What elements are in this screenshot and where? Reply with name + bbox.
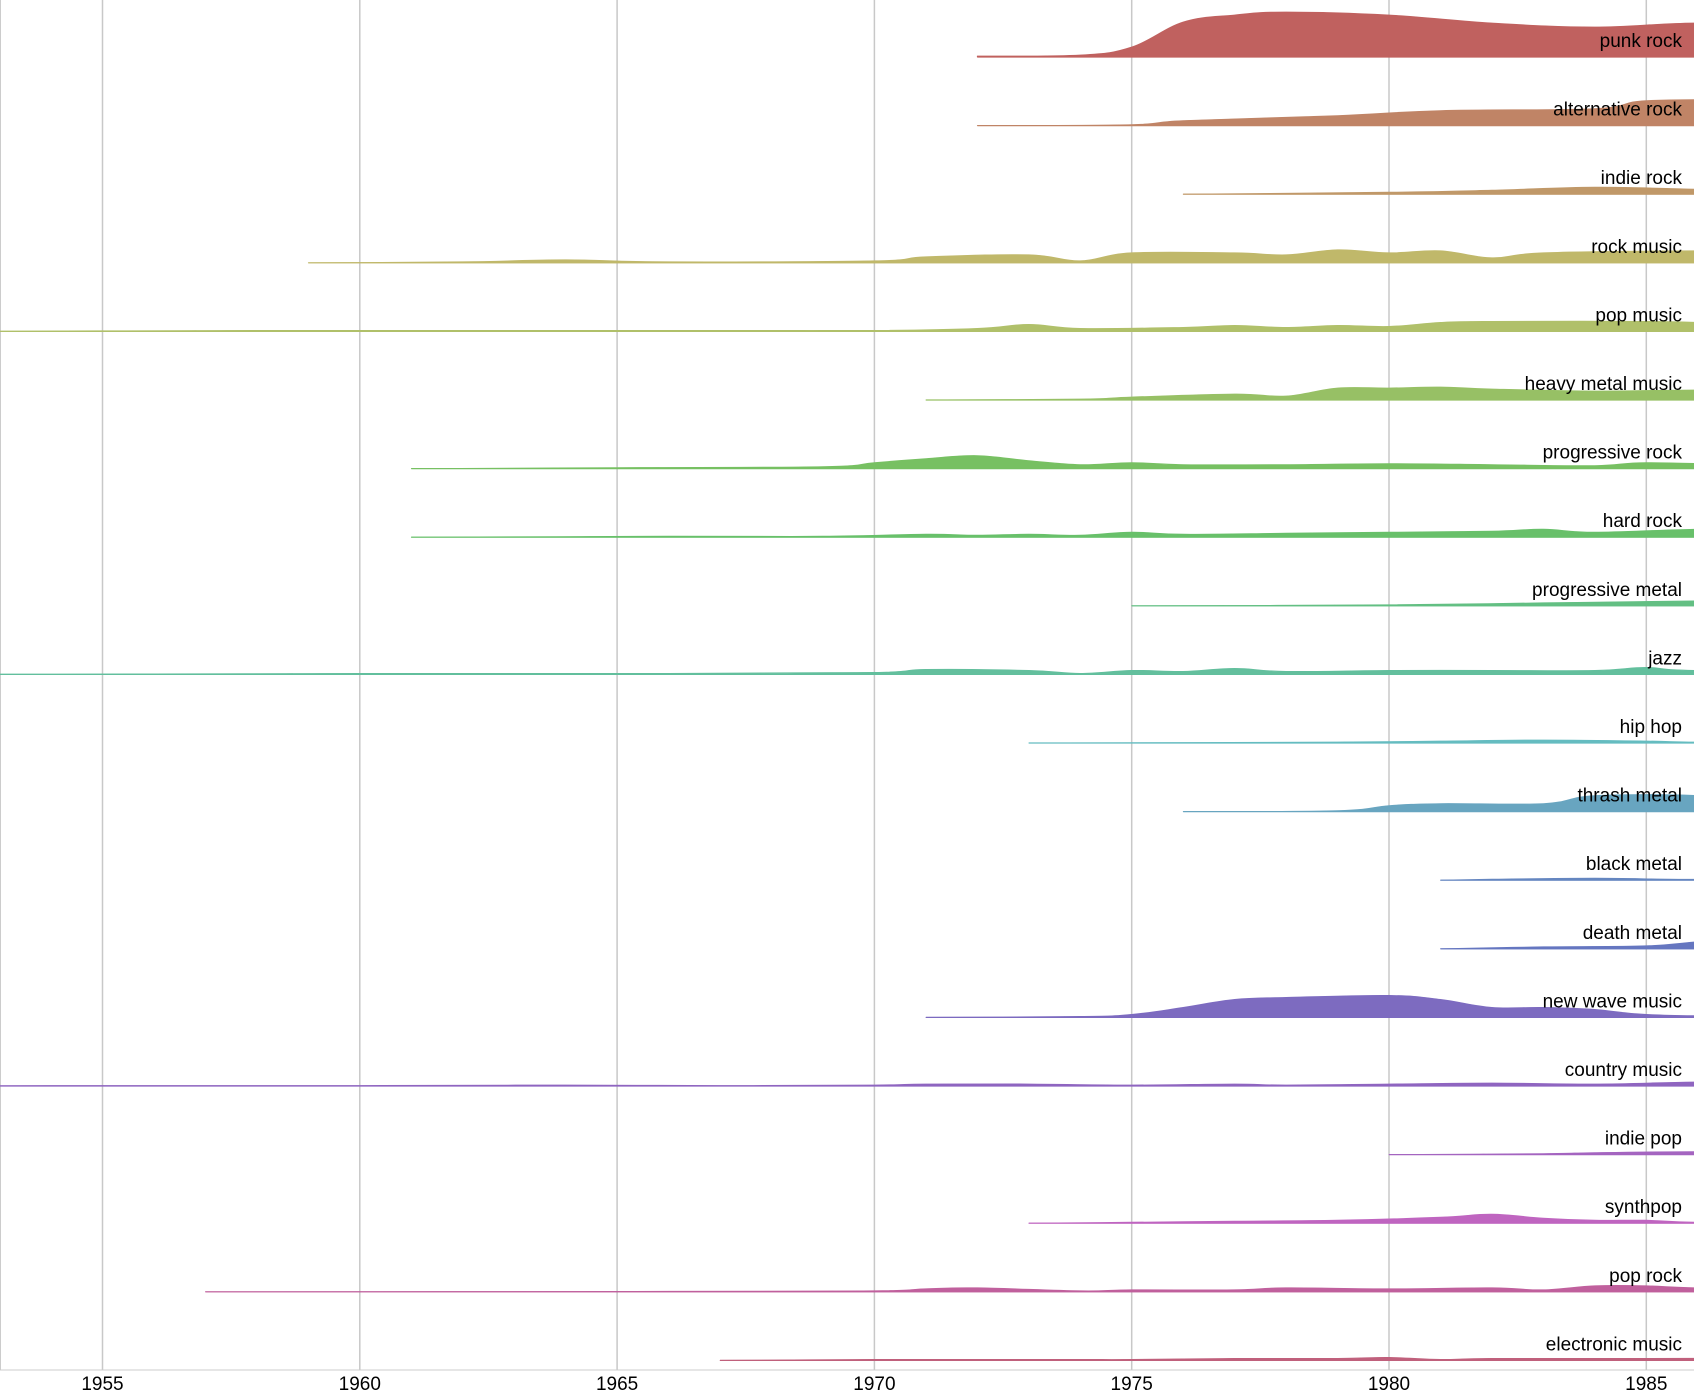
area-electronic-music	[719, 1356, 1694, 1361]
area-indie-pop	[1388, 1151, 1694, 1155]
x-tick-label-1965: 1965	[596, 1374, 638, 1395]
series-label-alternative-rock: alternative rock	[1553, 100, 1682, 121]
series-label-electronic-music: electronic music	[1546, 1334, 1682, 1355]
area-jazz	[0, 667, 1694, 675]
area-pop-rock	[205, 1284, 1694, 1293]
series-label-pop-rock: pop rock	[1609, 1266, 1682, 1287]
vertical-gridlines	[0, 0, 1648, 1370]
area-heavy-metal-music	[925, 386, 1694, 401]
ridge-thrash-metal: thrash metal	[1182, 786, 1694, 813]
x-tick-label-1975: 1975	[1111, 1374, 1153, 1395]
ridge-indie-pop: indie pop	[1388, 1129, 1694, 1156]
series-label-indie-pop: indie pop	[1605, 1129, 1682, 1150]
series-label-pop-music: pop music	[1595, 305, 1682, 326]
ridge-electronic-music: electronic music	[719, 1334, 1694, 1362]
ridge-new-wave-music: new wave music	[925, 991, 1694, 1019]
ridge-death-metal: death metal	[1440, 923, 1694, 950]
ridge-pop-music: pop music	[0, 305, 1694, 332]
ridge-black-metal: black metal	[1440, 854, 1694, 881]
area-hip-hop	[1028, 739, 1694, 744]
area-country-music	[0, 1081, 1694, 1087]
ridge-progressive-metal: progressive metal	[1131, 580, 1694, 607]
x-axis: 1955196019651970197519801985199019952000…	[0, 1369, 1694, 1395]
area-progressive-rock	[410, 455, 1694, 469]
ridge-pop-rock: pop rock	[205, 1266, 1694, 1293]
area-alternative-rock	[976, 99, 1694, 126]
area-death-metal	[1440, 941, 1694, 950]
area-punk-rock	[976, 11, 1694, 58]
series-label-indie-rock: indie rock	[1601, 168, 1683, 189]
series-label-rock-music: rock music	[1591, 237, 1682, 258]
series-label-thrash-metal: thrash metal	[1577, 786, 1682, 807]
series-label-punk-rock: punk rock	[1600, 31, 1683, 52]
ridge-indie-rock: indie rock	[1182, 168, 1694, 195]
ridge-punk-rock: punk rock	[976, 11, 1694, 58]
area-synthpop	[1028, 1213, 1694, 1224]
ridge-synthpop: synthpop	[1028, 1197, 1694, 1224]
ridge-rock-music: rock music	[307, 237, 1694, 264]
x-tick-label-1955: 1955	[81, 1374, 123, 1395]
ridge-heavy-metal-music: heavy metal music	[925, 374, 1694, 401]
ridge-alternative-rock: alternative rock	[976, 99, 1694, 127]
series-label-black-metal: black metal	[1586, 854, 1682, 875]
x-tick-label-1985: 1985	[1625, 1374, 1667, 1395]
series-label-jazz: jazz	[1647, 648, 1682, 669]
area-hard-rock	[410, 528, 1694, 538]
ridge-hard-rock: hard rock	[410, 511, 1694, 538]
area-indie-rock	[1182, 186, 1694, 195]
genre-ridges: punk rock alternative rock indie rock rock …	[0, 11, 1694, 1362]
area-black-metal	[1440, 877, 1694, 881]
series-label-heavy-metal-music: heavy metal music	[1525, 374, 1682, 395]
ridge-jazz: jazz	[0, 648, 1694, 676]
area-new-wave-music	[925, 994, 1694, 1018]
x-tick-label-1970: 1970	[853, 1374, 895, 1395]
series-label-hip-hop: hip hop	[1620, 717, 1682, 738]
series-label-hard-rock: hard rock	[1603, 511, 1683, 532]
series-label-death-metal: death metal	[1583, 923, 1682, 944]
area-rock-music	[307, 249, 1694, 264]
x-tick-label-1960: 1960	[339, 1374, 381, 1395]
series-label-new-wave-music: new wave music	[1543, 991, 1682, 1012]
area-thrash-metal	[1182, 794, 1694, 812]
area-progressive-metal	[1131, 600, 1694, 607]
series-label-country-music: country music	[1565, 1060, 1682, 1081]
series-label-progressive-rock: progressive rock	[1543, 443, 1683, 464]
area-pop-music	[0, 320, 1694, 332]
x-tick-label-1980: 1980	[1368, 1374, 1410, 1395]
ridge-progressive-rock: progressive rock	[410, 443, 1694, 470]
series-label-synthpop: synthpop	[1605, 1197, 1682, 1218]
ridge-country-music: country music	[0, 1060, 1694, 1087]
series-label-progressive-metal: progressive metal	[1532, 580, 1682, 601]
ridge-hip-hop: hip hop	[1028, 717, 1694, 744]
